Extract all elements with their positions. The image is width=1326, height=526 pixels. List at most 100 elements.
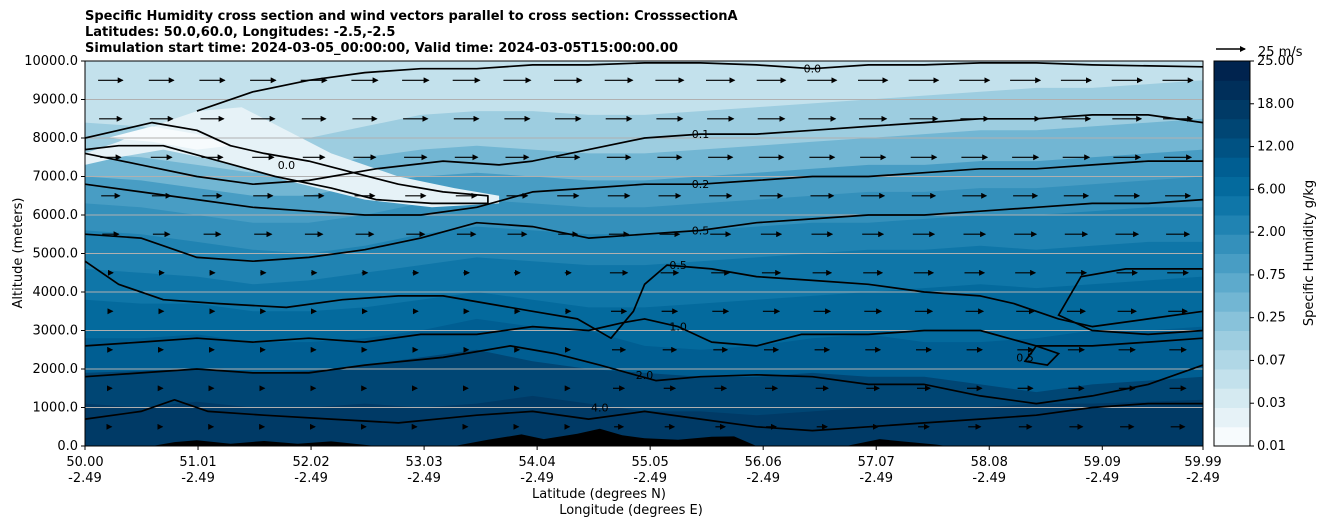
y-axis-label: Altitude (meters): [11, 198, 26, 309]
contour-label: 0.1: [692, 128, 710, 141]
x-tick-label-lon: -2.49: [181, 471, 215, 486]
y-tick-label: 7000.0: [33, 170, 79, 185]
y-tick-label: 1000.0: [33, 401, 79, 416]
y-axis: 0.0 1000.0 2000.0 3000.0 4000.0 5000.0 6000.0 7…: [24, 54, 85, 454]
y-tick-label: 6000.0: [33, 208, 79, 223]
contour-line-0.0: [196, 62, 1203, 112]
colorbar-swatch: [1214, 388, 1250, 408]
x-tick-label-lat: 52.02: [292, 455, 329, 470]
x-tick-label-lon: -2.49: [68, 471, 102, 486]
contour-line-0.5: [1057, 268, 1203, 336]
x-tick-label-lat: 53.03: [405, 455, 442, 470]
contour-label: 0.5: [692, 224, 710, 237]
dry-tongue: [85, 107, 500, 208]
title-line-1: Specific Humidity cross section and wind…: [85, 9, 738, 24]
contour-label: 0.0: [278, 159, 296, 172]
colorbar-swatch: [1214, 215, 1250, 235]
contour-line-1.0: [85, 318, 1203, 347]
wind-key-label: 25 m/s: [1258, 45, 1303, 60]
x-tick-label-lon: -2.49: [633, 471, 667, 486]
contour-line-2.0: [85, 345, 1203, 405]
colorbar-swatch: [1214, 253, 1250, 274]
terrain-profile: [85, 428, 1203, 446]
x-tick-label-lon: -2.49: [746, 471, 780, 486]
field-band-surface: [85, 395, 1203, 446]
contour-line-0.5: [85, 260, 1203, 340]
colorbar-tick-label: 6.00: [1257, 182, 1286, 197]
x-tick-label-lon: -2.49: [1085, 471, 1119, 486]
y-tick-label: 0.0: [57, 439, 78, 454]
colorbar-swatch: [1214, 138, 1250, 158]
x-tick-label-lat: 55.05: [632, 455, 669, 470]
y-tick-label: 3000.0: [33, 324, 79, 339]
x-tick-label-lat: 54.04: [519, 455, 556, 470]
x-tick-label-lon: -2.49: [1186, 471, 1220, 486]
colorbar-tick-label: 12.00: [1257, 140, 1294, 155]
colorbar-tick-label: 2.00: [1257, 225, 1286, 240]
terrain: [85, 428, 1203, 446]
colorbar-swatch: [1214, 426, 1250, 447]
y-tick-label: 4000.0: [33, 285, 79, 300]
y-tick-label: 9000.0: [33, 93, 79, 108]
y-tick-label: 2000.0: [33, 362, 79, 377]
x-tick-label-lat: 57.07: [858, 455, 895, 470]
wind-vectors: [98, 77, 1194, 430]
colorbar-swatch: [1214, 234, 1250, 254]
colorbar-tick-label: 0.25: [1257, 311, 1286, 326]
x-tick-label-lon: -2.49: [859, 471, 893, 486]
colorbar-tick-label: 25.00: [1257, 54, 1294, 69]
colorbar-tick-label: 0.03: [1257, 396, 1286, 411]
colorbar-frame: [1213, 60, 1251, 447]
title-line-2: Latitudes: 50.0,60.0, Longitudes: -2.5,-…: [85, 25, 396, 40]
x-tick-label-lon: -2.49: [972, 471, 1006, 486]
x-tick-label-lat: 56.06: [745, 455, 782, 470]
title-line-3: Simulation start time: 2024-03-05_00:00:…: [85, 41, 678, 56]
colorbar-swatch: [1214, 349, 1250, 370]
colorbar-swatch: [1214, 272, 1250, 293]
contour-label: 4.0: [591, 402, 609, 415]
contour-line-4.0: [85, 398, 1203, 432]
chart-title: Specific Humidity cross section and wind…: [85, 9, 738, 57]
x-tick-label-lat: 59.09: [1084, 455, 1121, 470]
colorbar-swatch: [1214, 311, 1250, 331]
colorbar-swatch: [1214, 195, 1250, 216]
colorbar-swatch: [1214, 157, 1250, 177]
x-axis-label-lon: Longitude (degrees E): [559, 503, 703, 518]
colorbar-swatch: [1214, 292, 1250, 312]
contour-line-0.0: [85, 121, 489, 205]
x-tick-label-lon: -2.49: [520, 471, 554, 486]
colorbar-swatch: [1214, 176, 1250, 197]
colorbar-tick-label: 0.07: [1257, 353, 1286, 368]
colorbar-swatch: [1214, 407, 1250, 428]
x-tick-label-lon: -2.49: [407, 471, 441, 486]
y-tick-label: 8000.0: [33, 131, 79, 146]
colorbar-swatch: [1214, 330, 1250, 351]
x-tick-label-lat: 51.01: [179, 455, 216, 470]
colorbar-swatch: [1214, 118, 1250, 139]
x-tick-label-lat: 59.99: [1184, 455, 1221, 470]
contour-label: 0.5: [669, 259, 687, 272]
y-tick-label: 5000.0: [33, 247, 79, 262]
colorbar-label: Specific Humidity g/kg: [1302, 180, 1317, 326]
x-tick-label-lat: 58.08: [971, 455, 1008, 470]
colorbar-tick-label: 0.75: [1257, 268, 1286, 283]
colorbar: 0.01 0.03 0.07 0.25 0.75 2.00 6.00 12.00 18.00 25…: [1214, 54, 1294, 454]
colorbar-swatch: [1214, 369, 1250, 389]
colorbar-swatch: [1214, 61, 1250, 81]
contour-line-0.5: [85, 198, 1203, 263]
contour-label: 0.2: [692, 178, 710, 191]
x-tick-label-lat: 50.00: [66, 455, 103, 470]
x-axis: 50.00-2.4951.01-2.4952.02-2.4953.03-2.49…: [66, 446, 1222, 486]
contour-line-0.2: [85, 160, 1203, 216]
x-tick-label-lon: -2.49: [294, 471, 328, 486]
y-tick-label: 10000.0: [24, 54, 78, 69]
x-axis-label-lat: Latitude (degrees N): [532, 487, 666, 502]
contour-label: 2.0: [636, 369, 654, 382]
colorbar-swatch: [1214, 99, 1250, 120]
colorbar-tick-label: 0.01: [1257, 439, 1286, 454]
contour-label: 1.0: [669, 321, 687, 334]
colorbar-tick-label: 18.00: [1257, 97, 1294, 112]
contour-label: 0.0: [804, 63, 822, 76]
colorbar-swatch: [1214, 80, 1250, 100]
